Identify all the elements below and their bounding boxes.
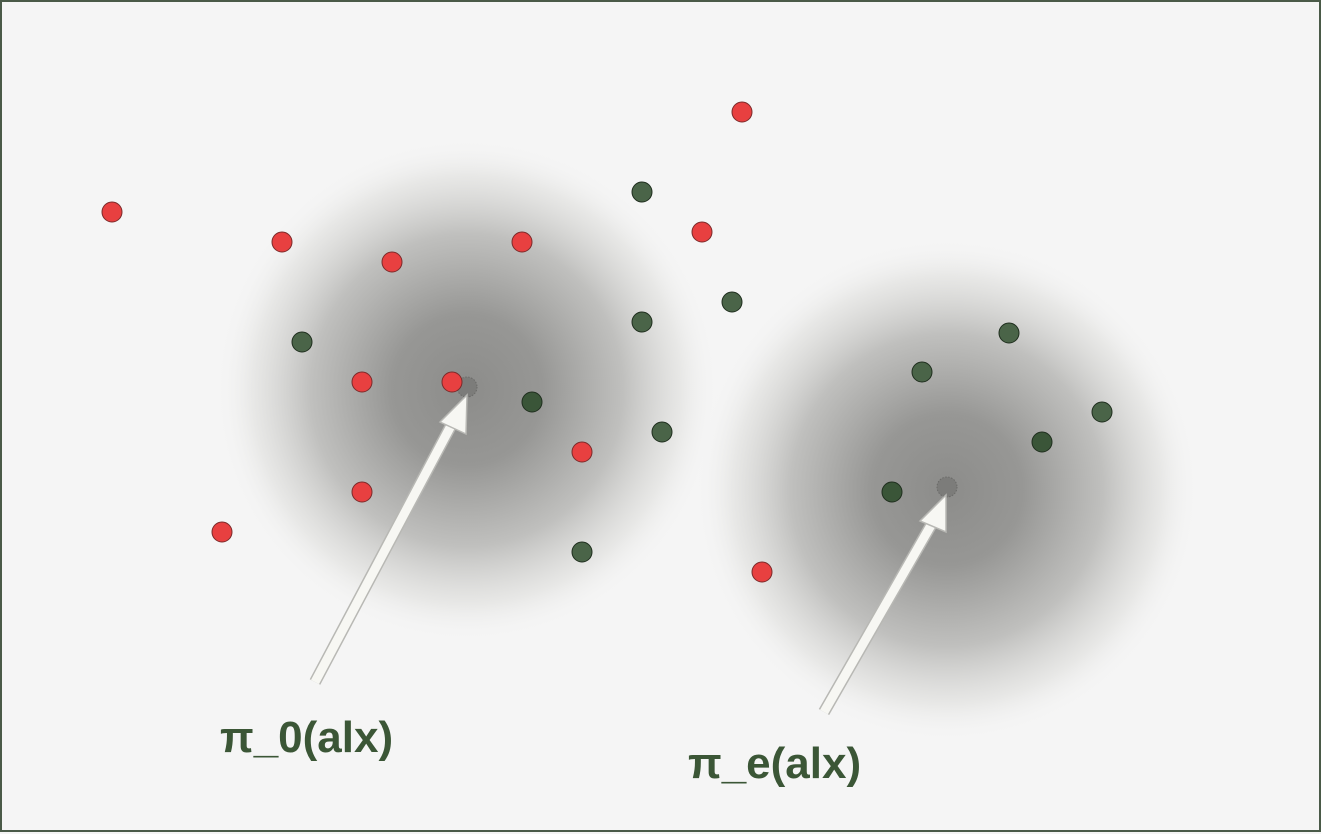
green-point <box>291 331 313 353</box>
policy-e-label: π_e(alx) <box>688 739 861 788</box>
policy-0-label: π_0(alx) <box>220 713 393 762</box>
red-point <box>441 371 463 393</box>
red-point <box>271 231 293 253</box>
green-point <box>911 361 933 383</box>
policy-0-arrow <box>309 393 468 685</box>
red-point <box>511 231 533 253</box>
green-point <box>881 481 903 503</box>
red-point <box>351 481 373 503</box>
red-point <box>381 251 403 273</box>
red-point <box>211 521 233 543</box>
red-point <box>101 201 123 223</box>
green-point <box>1091 401 1113 423</box>
green-point <box>521 391 543 413</box>
green-point <box>571 541 593 563</box>
green-point <box>721 291 743 313</box>
green-point <box>651 421 673 443</box>
green-point <box>1031 431 1053 453</box>
red-point <box>691 221 713 243</box>
red-point <box>351 371 373 393</box>
policy-e-arrow <box>818 493 947 715</box>
green-points <box>291 181 1113 563</box>
green-point <box>631 181 653 203</box>
red-point <box>751 561 773 583</box>
red-points <box>101 101 773 583</box>
red-point <box>571 441 593 463</box>
green-point <box>631 311 653 333</box>
policy-e-center-marker <box>936 476 958 498</box>
green-point <box>998 322 1020 344</box>
red-point <box>731 101 753 123</box>
